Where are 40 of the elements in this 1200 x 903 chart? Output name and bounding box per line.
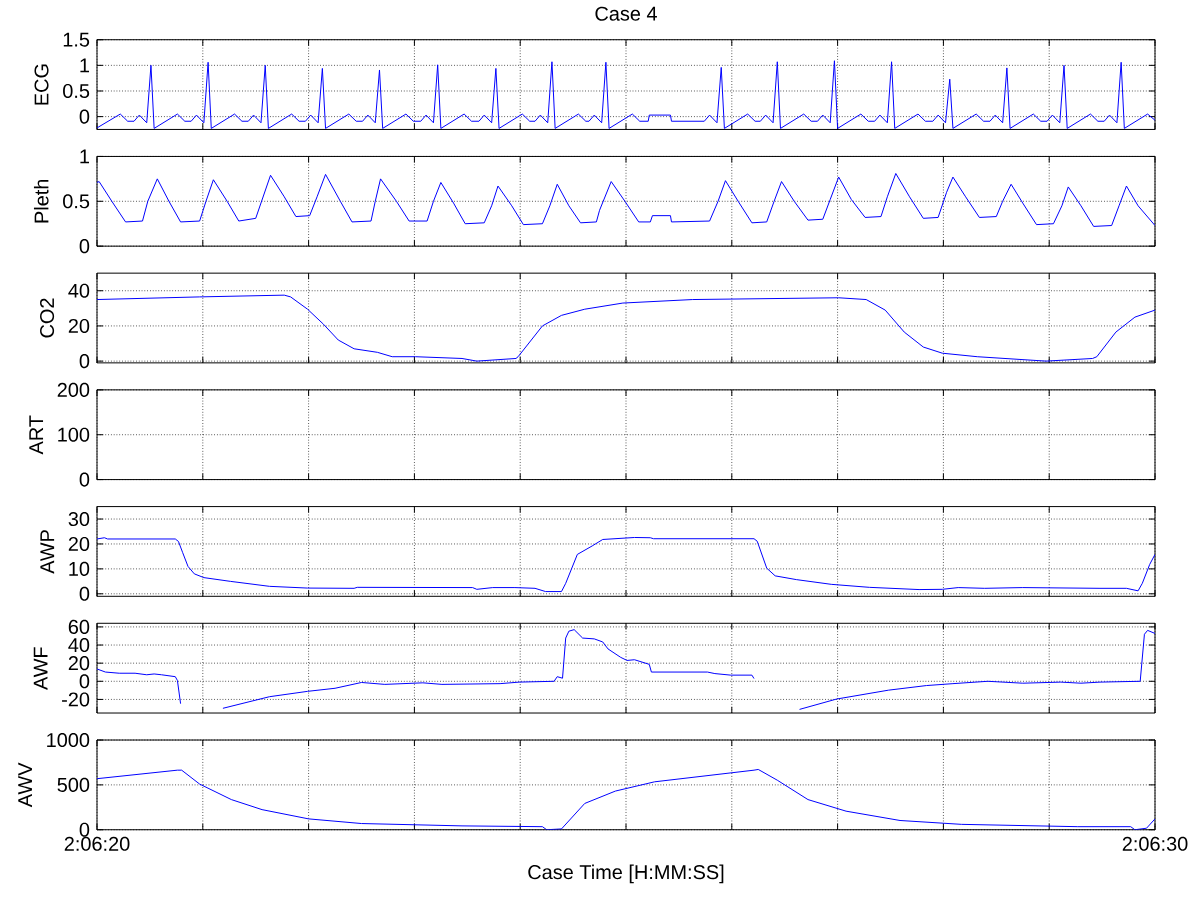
y-tick-label: 20: [68, 656, 90, 671]
y-tick-label: 100: [58, 427, 90, 442]
y-tick-label: 40: [68, 638, 90, 653]
y-axis-title: AWV: [18, 762, 32, 808]
y-tick-label: 0: [79, 472, 90, 487]
y-axis-title: ECG: [34, 64, 49, 105]
y-tick-label: 20: [68, 537, 90, 552]
y-tick-label: 0.5: [63, 194, 90, 209]
y-tick-label: 0.5: [63, 84, 90, 99]
y-tick-label: -20: [62, 692, 90, 707]
x-tick-label: 2:06:30: [1122, 836, 1188, 851]
line-series: [97, 769, 1156, 830]
y-axis-title: CO2: [40, 298, 55, 338]
y-tick-label: 1.5: [63, 32, 90, 47]
x-tick-label: 2:06:20: [64, 836, 130, 851]
y-tick-label: 0: [79, 109, 90, 124]
chart-title: Case 4: [595, 6, 657, 21]
y-tick-label: 40: [68, 283, 90, 298]
y-tick-label: 30: [68, 512, 90, 527]
y-tick-label: 0: [79, 239, 90, 254]
line-series: [97, 537, 1156, 593]
y-axis-title: ART: [29, 415, 44, 455]
y-axis-title: Pleth: [33, 180, 49, 223]
y-tick-label: 200: [57, 382, 90, 398]
y-axis-title: AWF: [33, 647, 48, 691]
y-axis-title: AWP: [40, 530, 55, 574]
y-tick-label: 0: [79, 586, 90, 601]
y-tick-label: 500: [57, 777, 90, 793]
y-tick-label: 0: [79, 674, 90, 689]
line-series: [97, 60, 1156, 130]
y-tick-label: 20: [68, 319, 90, 334]
y-tick-label: 1000: [47, 733, 90, 748]
y-tick-label: 0: [79, 822, 90, 837]
x-axis-title: Case Time [H:MM:SS]: [528, 864, 724, 884]
line-series: [97, 294, 1156, 362]
y-tick-label: 0: [79, 354, 90, 369]
y-tick-label: 60: [68, 619, 90, 635]
y-tick-label: 1: [80, 149, 90, 164]
y-tick-label: 10: [69, 561, 90, 577]
y-tick-label: 1: [80, 58, 90, 73]
